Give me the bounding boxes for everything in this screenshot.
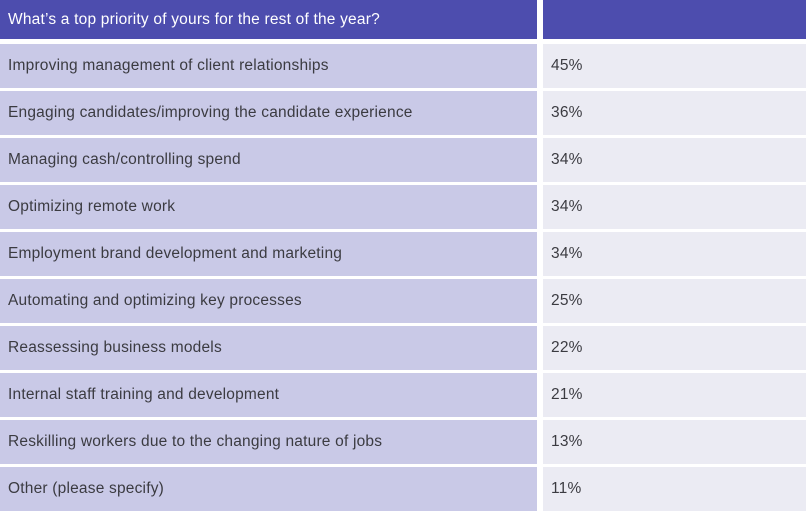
priority-label: Reassessing business models xyxy=(0,326,537,370)
priority-label: Internal staff training and development xyxy=(0,373,537,417)
table-row: Reassessing business models 22% xyxy=(0,326,806,370)
priority-label: Improving management of client relations… xyxy=(0,44,537,88)
priority-label: Other (please specify) xyxy=(0,467,537,511)
priority-label: Automating and optimizing key processes xyxy=(0,279,537,323)
table-row: Engaging candidates/improving the candid… xyxy=(0,91,806,135)
table-row: Other (please specify) 11% xyxy=(0,467,806,511)
priority-label: Optimizing remote work xyxy=(0,185,537,229)
priority-label: Reskilling workers due to the changing n… xyxy=(0,420,537,464)
priority-value: 34% xyxy=(543,232,806,276)
priority-value: 34% xyxy=(543,138,806,182)
priority-label: Employment brand development and marketi… xyxy=(0,232,537,276)
table-row: Employment brand development and marketi… xyxy=(0,232,806,276)
priority-value: 45% xyxy=(543,44,806,88)
priority-value: 21% xyxy=(543,373,806,417)
table-row: Automating and optimizing key processes … xyxy=(0,279,806,323)
table-row: Internal staff training and development … xyxy=(0,373,806,417)
priority-value: 22% xyxy=(543,326,806,370)
priority-value: 36% xyxy=(543,91,806,135)
priority-value: 13% xyxy=(543,420,806,464)
table-body: Improving management of client relations… xyxy=(0,44,806,511)
priority-label: Engaging candidates/improving the candid… xyxy=(0,91,537,135)
table-row: Improving management of client relations… xyxy=(0,44,806,88)
table-header-row: What’s a top priority of yours for the r… xyxy=(0,0,806,39)
question-header: What’s a top priority of yours for the r… xyxy=(0,0,537,39)
priority-value: 34% xyxy=(543,185,806,229)
table-row: Optimizing remote work 34% xyxy=(0,185,806,229)
priority-value: 11% xyxy=(543,467,806,511)
priority-value: 25% xyxy=(543,279,806,323)
priority-label: Managing cash/controlling spend xyxy=(0,138,537,182)
table-row: Reskilling workers due to the changing n… xyxy=(0,420,806,464)
table-row: Managing cash/controlling spend 34% xyxy=(0,138,806,182)
value-column-header xyxy=(543,0,806,39)
